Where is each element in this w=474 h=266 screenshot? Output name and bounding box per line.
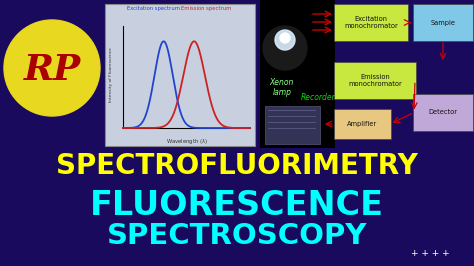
- Text: Detector: Detector: [428, 110, 457, 115]
- Text: Sample: Sample: [430, 19, 456, 26]
- Text: Emission
monochromator: Emission monochromator: [348, 74, 402, 87]
- Text: SPECTROSCOPY: SPECTROSCOPY: [107, 222, 367, 250]
- Text: Intensity of Fluorescence: Intensity of Fluorescence: [109, 48, 113, 102]
- Circle shape: [275, 30, 295, 50]
- FancyBboxPatch shape: [265, 106, 320, 144]
- FancyBboxPatch shape: [105, 4, 255, 146]
- Text: Wavelength ($\lambda$): Wavelength ($\lambda$): [165, 136, 208, 146]
- Text: Recorder: Recorder: [301, 93, 336, 102]
- FancyBboxPatch shape: [260, 0, 335, 148]
- Text: Emission spectrum: Emission spectrum: [181, 6, 231, 11]
- Text: + + + +: + + + +: [410, 249, 449, 258]
- Circle shape: [4, 20, 100, 116]
- Text: Excitation
monochromator: Excitation monochromator: [344, 16, 398, 29]
- Circle shape: [263, 26, 307, 70]
- Text: Xenon
lamp: Xenon lamp: [270, 78, 294, 97]
- Text: FLUORESCENCE: FLUORESCENCE: [90, 189, 384, 222]
- Circle shape: [280, 33, 290, 43]
- FancyBboxPatch shape: [334, 4, 408, 41]
- Text: Amplifier: Amplifier: [347, 121, 378, 127]
- FancyBboxPatch shape: [334, 109, 391, 139]
- Text: Excitation spectrum: Excitation spectrum: [127, 6, 180, 11]
- Text: RP: RP: [23, 53, 81, 87]
- FancyBboxPatch shape: [334, 62, 416, 99]
- FancyBboxPatch shape: [413, 4, 473, 41]
- FancyBboxPatch shape: [413, 94, 473, 131]
- Text: SPECTROFLUORIMETRY: SPECTROFLUORIMETRY: [56, 152, 418, 180]
